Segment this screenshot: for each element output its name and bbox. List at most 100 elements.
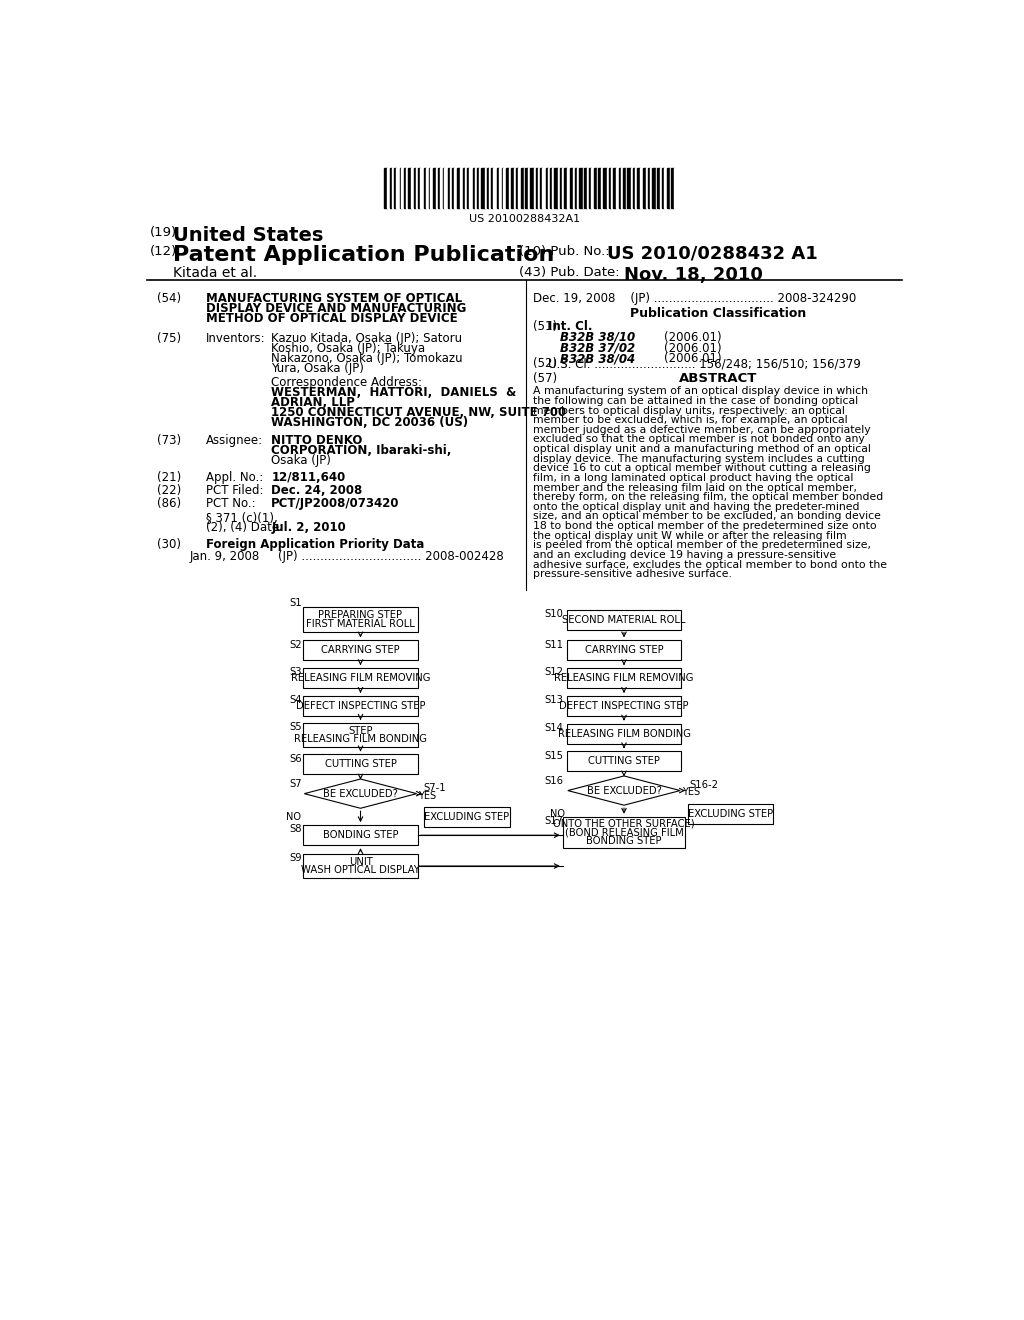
Bar — [589, 168, 591, 207]
Bar — [516, 168, 517, 207]
Text: (2006.01): (2006.01) — [665, 331, 722, 345]
Bar — [562, 168, 564, 207]
Text: BONDING STEP: BONDING STEP — [587, 836, 662, 846]
Text: Osaka (JP): Osaka (JP) — [271, 454, 331, 467]
Bar — [637, 168, 640, 207]
Text: member and the releasing film laid on the optical member,: member and the releasing film laid on th… — [532, 483, 856, 492]
Text: PREPARING STEP: PREPARING STEP — [318, 610, 402, 620]
Text: ONTO THE OTHER SURFACE): ONTO THE OTHER SURFACE) — [553, 818, 695, 829]
Text: the following can be attained in the case of bonding optical: the following can be attained in the cas… — [532, 396, 858, 407]
Bar — [517, 168, 521, 207]
Text: S6: S6 — [289, 754, 302, 763]
Text: S7-1: S7-1 — [424, 783, 446, 793]
Text: CUTTING STEP: CUTTING STEP — [325, 759, 396, 770]
Bar — [440, 168, 442, 207]
Bar — [606, 168, 609, 207]
Text: PCT Filed:: PCT Filed: — [206, 484, 263, 498]
Text: (BOND RELEASING FILM: (BOND RELEASING FILM — [564, 828, 683, 837]
Bar — [484, 168, 487, 207]
Bar — [566, 696, 681, 715]
Bar — [652, 168, 655, 207]
Text: S17: S17 — [545, 816, 563, 826]
Text: S8: S8 — [289, 825, 302, 834]
Bar — [597, 168, 598, 207]
Bar — [303, 723, 418, 747]
Bar — [668, 168, 670, 207]
Text: S3: S3 — [289, 668, 302, 677]
Bar — [477, 168, 479, 207]
Bar — [539, 168, 540, 207]
Bar — [457, 168, 461, 207]
Text: display device. The manufacturing system includes a cutting: display device. The manufacturing system… — [532, 454, 864, 463]
Bar — [408, 168, 412, 207]
Text: S14: S14 — [545, 723, 563, 733]
Bar — [664, 168, 668, 207]
Bar — [657, 168, 659, 207]
Text: Publication Classification: Publication Classification — [630, 308, 806, 319]
Text: Jul. 2, 2010: Jul. 2, 2010 — [271, 521, 346, 535]
Bar — [430, 168, 433, 207]
Bar — [649, 168, 652, 207]
Bar — [461, 168, 463, 207]
Text: (21): (21) — [158, 471, 181, 484]
Bar — [670, 168, 672, 207]
Bar — [494, 168, 497, 207]
Bar — [387, 168, 390, 207]
Text: NO: NO — [287, 812, 301, 822]
Text: Inventors:: Inventors: — [206, 331, 265, 345]
Bar — [424, 807, 510, 826]
Text: thereby form, on the releasing film, the optical member bonded: thereby form, on the releasing film, the… — [532, 492, 883, 502]
Bar — [487, 168, 488, 207]
Bar — [536, 168, 539, 207]
Text: YES: YES — [418, 791, 436, 800]
Bar — [566, 610, 681, 630]
Text: S13: S13 — [545, 696, 563, 705]
Bar — [418, 168, 420, 207]
Text: § 371 (c)(1),: § 371 (c)(1), — [206, 511, 278, 524]
Text: is peeled from the optical member of the predetermined size,: is peeled from the optical member of the… — [532, 540, 870, 550]
Text: and an excluding device 19 having a pressure-sensitive: and an excluding device 19 having a pres… — [532, 550, 836, 560]
Bar — [513, 168, 516, 207]
Bar — [540, 168, 543, 207]
Text: MANUFACTURING SYSTEM OF OPTICAL: MANUFACTURING SYSTEM OF OPTICAL — [206, 292, 462, 305]
Text: S4: S4 — [289, 696, 302, 705]
Bar — [451, 168, 452, 207]
Bar — [394, 168, 396, 207]
Text: NO: NO — [550, 809, 564, 818]
Text: WASH OPTICAL DISPLAY: WASH OPTICAL DISPLAY — [301, 866, 420, 875]
Bar — [626, 168, 628, 207]
Bar — [303, 854, 418, 878]
Text: CORPORATION, Ibaraki-shi,: CORPORATION, Ibaraki-shi, — [271, 444, 452, 457]
Bar — [510, 168, 511, 207]
Bar — [303, 607, 418, 632]
Bar — [633, 168, 635, 207]
Bar — [620, 168, 621, 207]
Text: SECOND MATERIAL ROLL: SECOND MATERIAL ROLL — [562, 615, 686, 624]
Text: (2006.01): (2006.01) — [665, 342, 722, 355]
Bar — [465, 168, 467, 207]
Text: EXCLUDING STEP: EXCLUDING STEP — [688, 809, 773, 818]
Text: optical display unit and a manufacturing method of an optical: optical display unit and a manufacturing… — [532, 444, 870, 454]
Text: (30): (30) — [158, 539, 181, 550]
Text: (12): (12) — [150, 244, 177, 257]
Bar — [469, 168, 473, 207]
Bar — [563, 817, 685, 847]
Text: (2), (4) Date:: (2), (4) Date: — [206, 521, 283, 535]
Text: size, and an optical member to be excluded, an bonding device: size, and an optical member to be exclud… — [532, 511, 881, 521]
Text: RELEASING FILM BONDING: RELEASING FILM BONDING — [294, 734, 427, 744]
Bar — [640, 168, 643, 207]
Bar — [585, 168, 587, 207]
Bar — [566, 168, 570, 207]
Bar — [401, 168, 403, 207]
Bar — [420, 168, 424, 207]
Text: S9: S9 — [289, 853, 302, 863]
Text: Int. Cl.: Int. Cl. — [548, 321, 593, 333]
Bar — [609, 168, 611, 207]
Text: 12/811,640: 12/811,640 — [271, 471, 346, 484]
Text: EXCLUDING STEP: EXCLUDING STEP — [425, 812, 510, 822]
Bar — [621, 168, 624, 207]
Text: DEFECT INSPECTING STEP: DEFECT INSPECTING STEP — [296, 701, 425, 711]
Text: US 2010/0288432 A1: US 2010/0288432 A1 — [607, 244, 818, 263]
Text: pressure-sensitive adhesive surface.: pressure-sensitive adhesive surface. — [532, 569, 731, 579]
Bar — [390, 168, 392, 207]
